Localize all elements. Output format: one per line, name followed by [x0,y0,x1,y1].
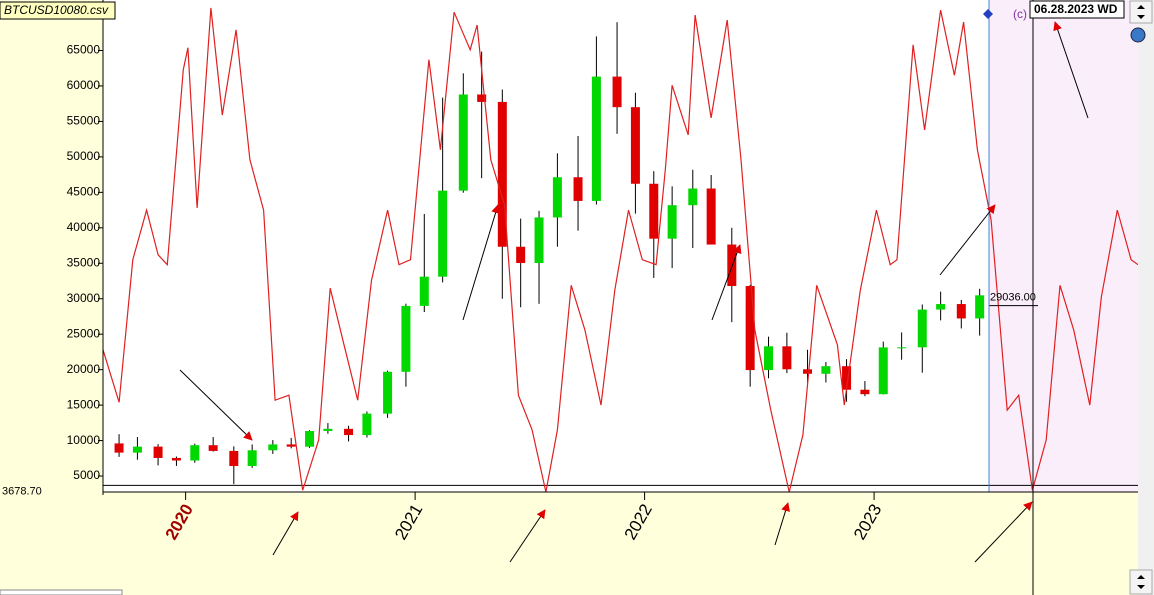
y-tick-label: 5000 [73,468,100,482]
candle-body [573,177,583,201]
scrollbar[interactable] [1138,0,1154,595]
arrow [272,511,299,556]
candle-body [745,286,755,371]
candle-body [878,347,888,395]
y-tick-label: 25000 [67,326,101,340]
marker-diamond [983,9,993,19]
y-tick-label: 15000 [67,397,101,411]
y-tick-label: 50000 [67,149,101,163]
candle-body [842,366,852,390]
candle-body [190,445,200,461]
scroll-arrows [1137,575,1145,589]
scroll-arrows [1137,5,1145,19]
y-tick-label: 55000 [67,114,101,128]
y-tick-label: 60000 [67,78,101,92]
date-label: 06.28.2023 WD [1034,2,1118,16]
candle-body [362,413,372,436]
chart-title: BTCUSD10080.csv [4,3,109,17]
candle-body [229,450,239,467]
candle-body [591,76,601,201]
candle-body [706,188,716,245]
candle-body [401,305,411,372]
candle-body [344,428,354,436]
arrow [711,244,742,321]
arrow [939,204,996,276]
arrow [1053,21,1089,119]
y-tick-label: 35000 [67,255,101,269]
candle-body [438,190,448,277]
y-tick-label: 30000 [67,291,101,305]
scroll-down-button[interactable] [1129,569,1153,595]
candle-body [305,431,315,447]
candle-body [727,244,737,287]
candle-body [268,444,278,451]
arrow [179,369,253,441]
candle-body [688,188,698,206]
candle-body [612,76,622,108]
y-tick-label: 10000 [67,433,101,447]
candle-body [497,101,507,247]
y-tick-label: 65000 [67,43,101,57]
title-box [0,1,116,20]
candle-body [114,443,124,453]
scroll-up-button[interactable] [1129,0,1153,24]
corner-text: (c) [1013,7,1027,21]
date-box [1029,0,1125,19]
globe-icon[interactable] [1130,27,1146,43]
plot-area [103,0,1138,492]
candle-body [153,446,163,458]
arrow [974,501,1033,563]
candle-body [897,347,907,349]
candle-body [552,177,562,218]
cycle-line [102,7,1139,493]
candle-body [516,246,526,263]
candle-body [956,304,966,319]
candle-body [860,389,870,395]
candle-body [649,183,659,239]
candle-body [764,346,774,371]
candle-body [383,371,393,414]
y-tick-label: 20000 [67,362,101,376]
price-label: 29036.00 [990,291,1036,303]
candle-body [630,107,640,184]
candle-body [419,276,429,306]
annotation-arrows [179,21,1089,563]
candle-body [917,309,927,348]
candle-body [821,366,831,374]
future-zone [989,0,1138,492]
candle-body [323,428,333,432]
candle-body [534,217,544,263]
candle-body [286,444,296,447]
candle-body [803,369,813,374]
candle-body [247,450,257,467]
candle-body [208,445,218,451]
candle-body [667,205,677,239]
candle-body [458,94,468,191]
candle-body [936,304,946,310]
candle-body [477,94,487,102]
arrow [509,509,546,563]
status-box [0,589,123,595]
y-tick-label: 40000 [67,220,101,234]
y-tick-label: 45000 [67,185,101,199]
candle-body [132,446,142,453]
candle-body [975,295,985,319]
arrow [774,502,790,546]
candle-body [171,457,181,461]
base-line-label: 3678.70 [2,485,42,497]
arrow [462,204,500,321]
candle-body [782,346,792,370]
